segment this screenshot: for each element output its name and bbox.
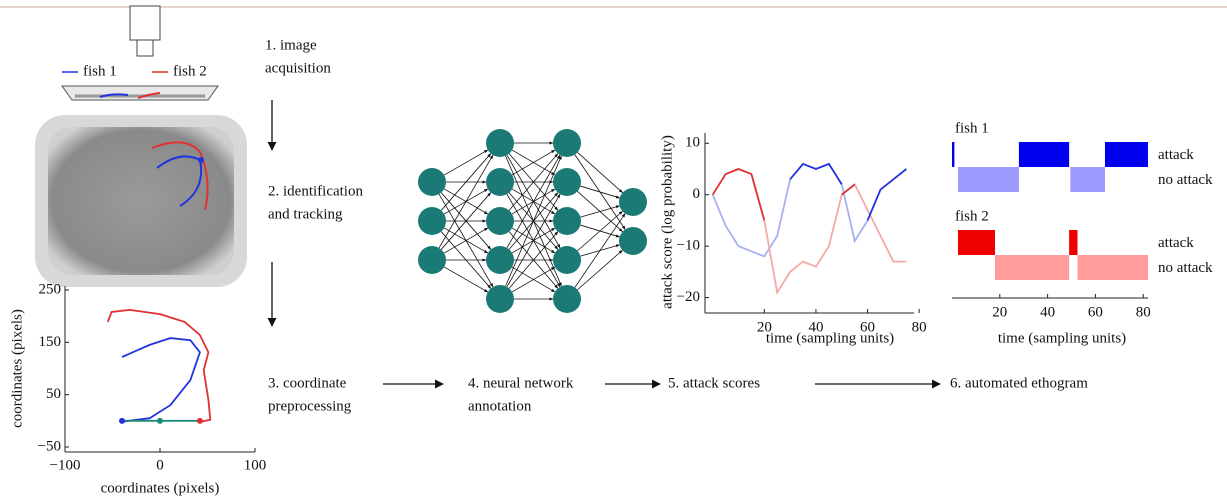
step-label: and tracking xyxy=(268,206,343,222)
y-axis-title: attack score (log probability) xyxy=(659,135,675,309)
y-tick-label: 10 xyxy=(685,135,700,151)
ethogram-bar xyxy=(1070,167,1105,192)
ethogram-bar xyxy=(1077,255,1148,280)
x-tick-label: 60 xyxy=(1088,304,1103,320)
x-tick-label: 80 xyxy=(912,319,927,335)
nn-node xyxy=(553,246,581,274)
nn-node xyxy=(486,168,514,196)
nn-node xyxy=(418,168,446,196)
x-tick-label: 100 xyxy=(244,457,267,473)
x-tick-label: −100 xyxy=(50,457,81,473)
ethogram-bar xyxy=(1069,230,1077,255)
x-axis-title: coordinates (pixels) xyxy=(101,480,220,496)
ethogram-bar xyxy=(1019,142,1069,167)
step-label: 3. coordinate xyxy=(268,375,347,391)
legend-label: fish 2 xyxy=(173,63,207,79)
nn-edge xyxy=(580,186,619,198)
nn-node xyxy=(486,129,514,157)
step-label: preprocessing xyxy=(268,398,352,414)
fish-label: fish 1 xyxy=(955,120,989,136)
y-tick-label: −10 xyxy=(677,238,700,254)
data-point xyxy=(197,418,203,424)
y-tick-label: 250 xyxy=(39,281,62,297)
row-label: attack xyxy=(1158,235,1194,251)
row-label: attack xyxy=(1158,147,1194,163)
nn-edge xyxy=(578,250,623,290)
figure: fish 1 fish 2 1. image acquisition 2. identi… xyxy=(0,0,1227,497)
x-axis-title: time (sampling units) xyxy=(766,330,894,346)
ethogram-bar xyxy=(995,255,1069,280)
row-label: no attack xyxy=(1158,260,1213,276)
nn-node xyxy=(418,207,446,235)
y-tick-label: −20 xyxy=(677,289,700,305)
x-tick-label: 80 xyxy=(1136,304,1151,320)
nn-node xyxy=(486,246,514,274)
y-axis-title: coordinates (pixels) xyxy=(9,309,25,428)
nn-node xyxy=(553,285,581,313)
ethogram-bar xyxy=(958,167,1019,192)
step-label: 1. image xyxy=(265,37,317,53)
x-tick-label: 0 xyxy=(156,457,164,473)
tank-image xyxy=(35,115,247,287)
data-point xyxy=(157,418,163,424)
nn-node xyxy=(418,246,446,274)
data-line xyxy=(713,169,855,220)
nn-node xyxy=(619,188,647,216)
nn-edge xyxy=(444,150,488,175)
step-label: 4. neural network xyxy=(468,375,574,391)
ethogram-bar xyxy=(958,230,995,255)
nn-node xyxy=(619,227,647,255)
step-label: annotation xyxy=(468,398,532,414)
step-label: 2. identification xyxy=(268,183,363,199)
step-label: 6. automated ethogram xyxy=(950,375,1088,391)
data-line xyxy=(713,179,868,256)
x-axis-title: time (sampling units) xyxy=(998,330,1126,346)
nn-edge xyxy=(580,206,619,217)
data-point xyxy=(119,418,125,424)
nn-edge xyxy=(578,211,623,251)
x-tick-label: 20 xyxy=(992,304,1007,320)
step-label: 5. attack scores xyxy=(668,375,760,391)
nn-edge xyxy=(575,214,625,288)
nn-edge xyxy=(439,155,493,248)
data-line xyxy=(120,338,200,422)
row-label: no attack xyxy=(1158,172,1213,188)
nn-node xyxy=(553,129,581,157)
ethogram-bar xyxy=(1105,142,1148,167)
x-tick-label: 40 xyxy=(1040,304,1055,320)
fish-label: fish 2 xyxy=(955,208,989,224)
nn-node xyxy=(486,285,514,313)
nn-node xyxy=(553,207,581,235)
y-tick-label: 0 xyxy=(693,186,701,202)
nn-node xyxy=(486,207,514,235)
y-tick-label: 50 xyxy=(46,386,61,402)
nn-node xyxy=(553,168,581,196)
camera xyxy=(130,6,160,56)
ethogram-bar xyxy=(952,142,954,167)
y-tick-label: −50 xyxy=(38,438,61,454)
y-tick-label: 150 xyxy=(39,334,62,350)
dish xyxy=(62,86,218,100)
nn-edge xyxy=(444,267,488,292)
legend-label: fish 1 xyxy=(83,63,117,79)
neural-network xyxy=(418,129,647,313)
step-label: acquisition xyxy=(265,60,331,76)
nn-edge xyxy=(577,152,622,192)
